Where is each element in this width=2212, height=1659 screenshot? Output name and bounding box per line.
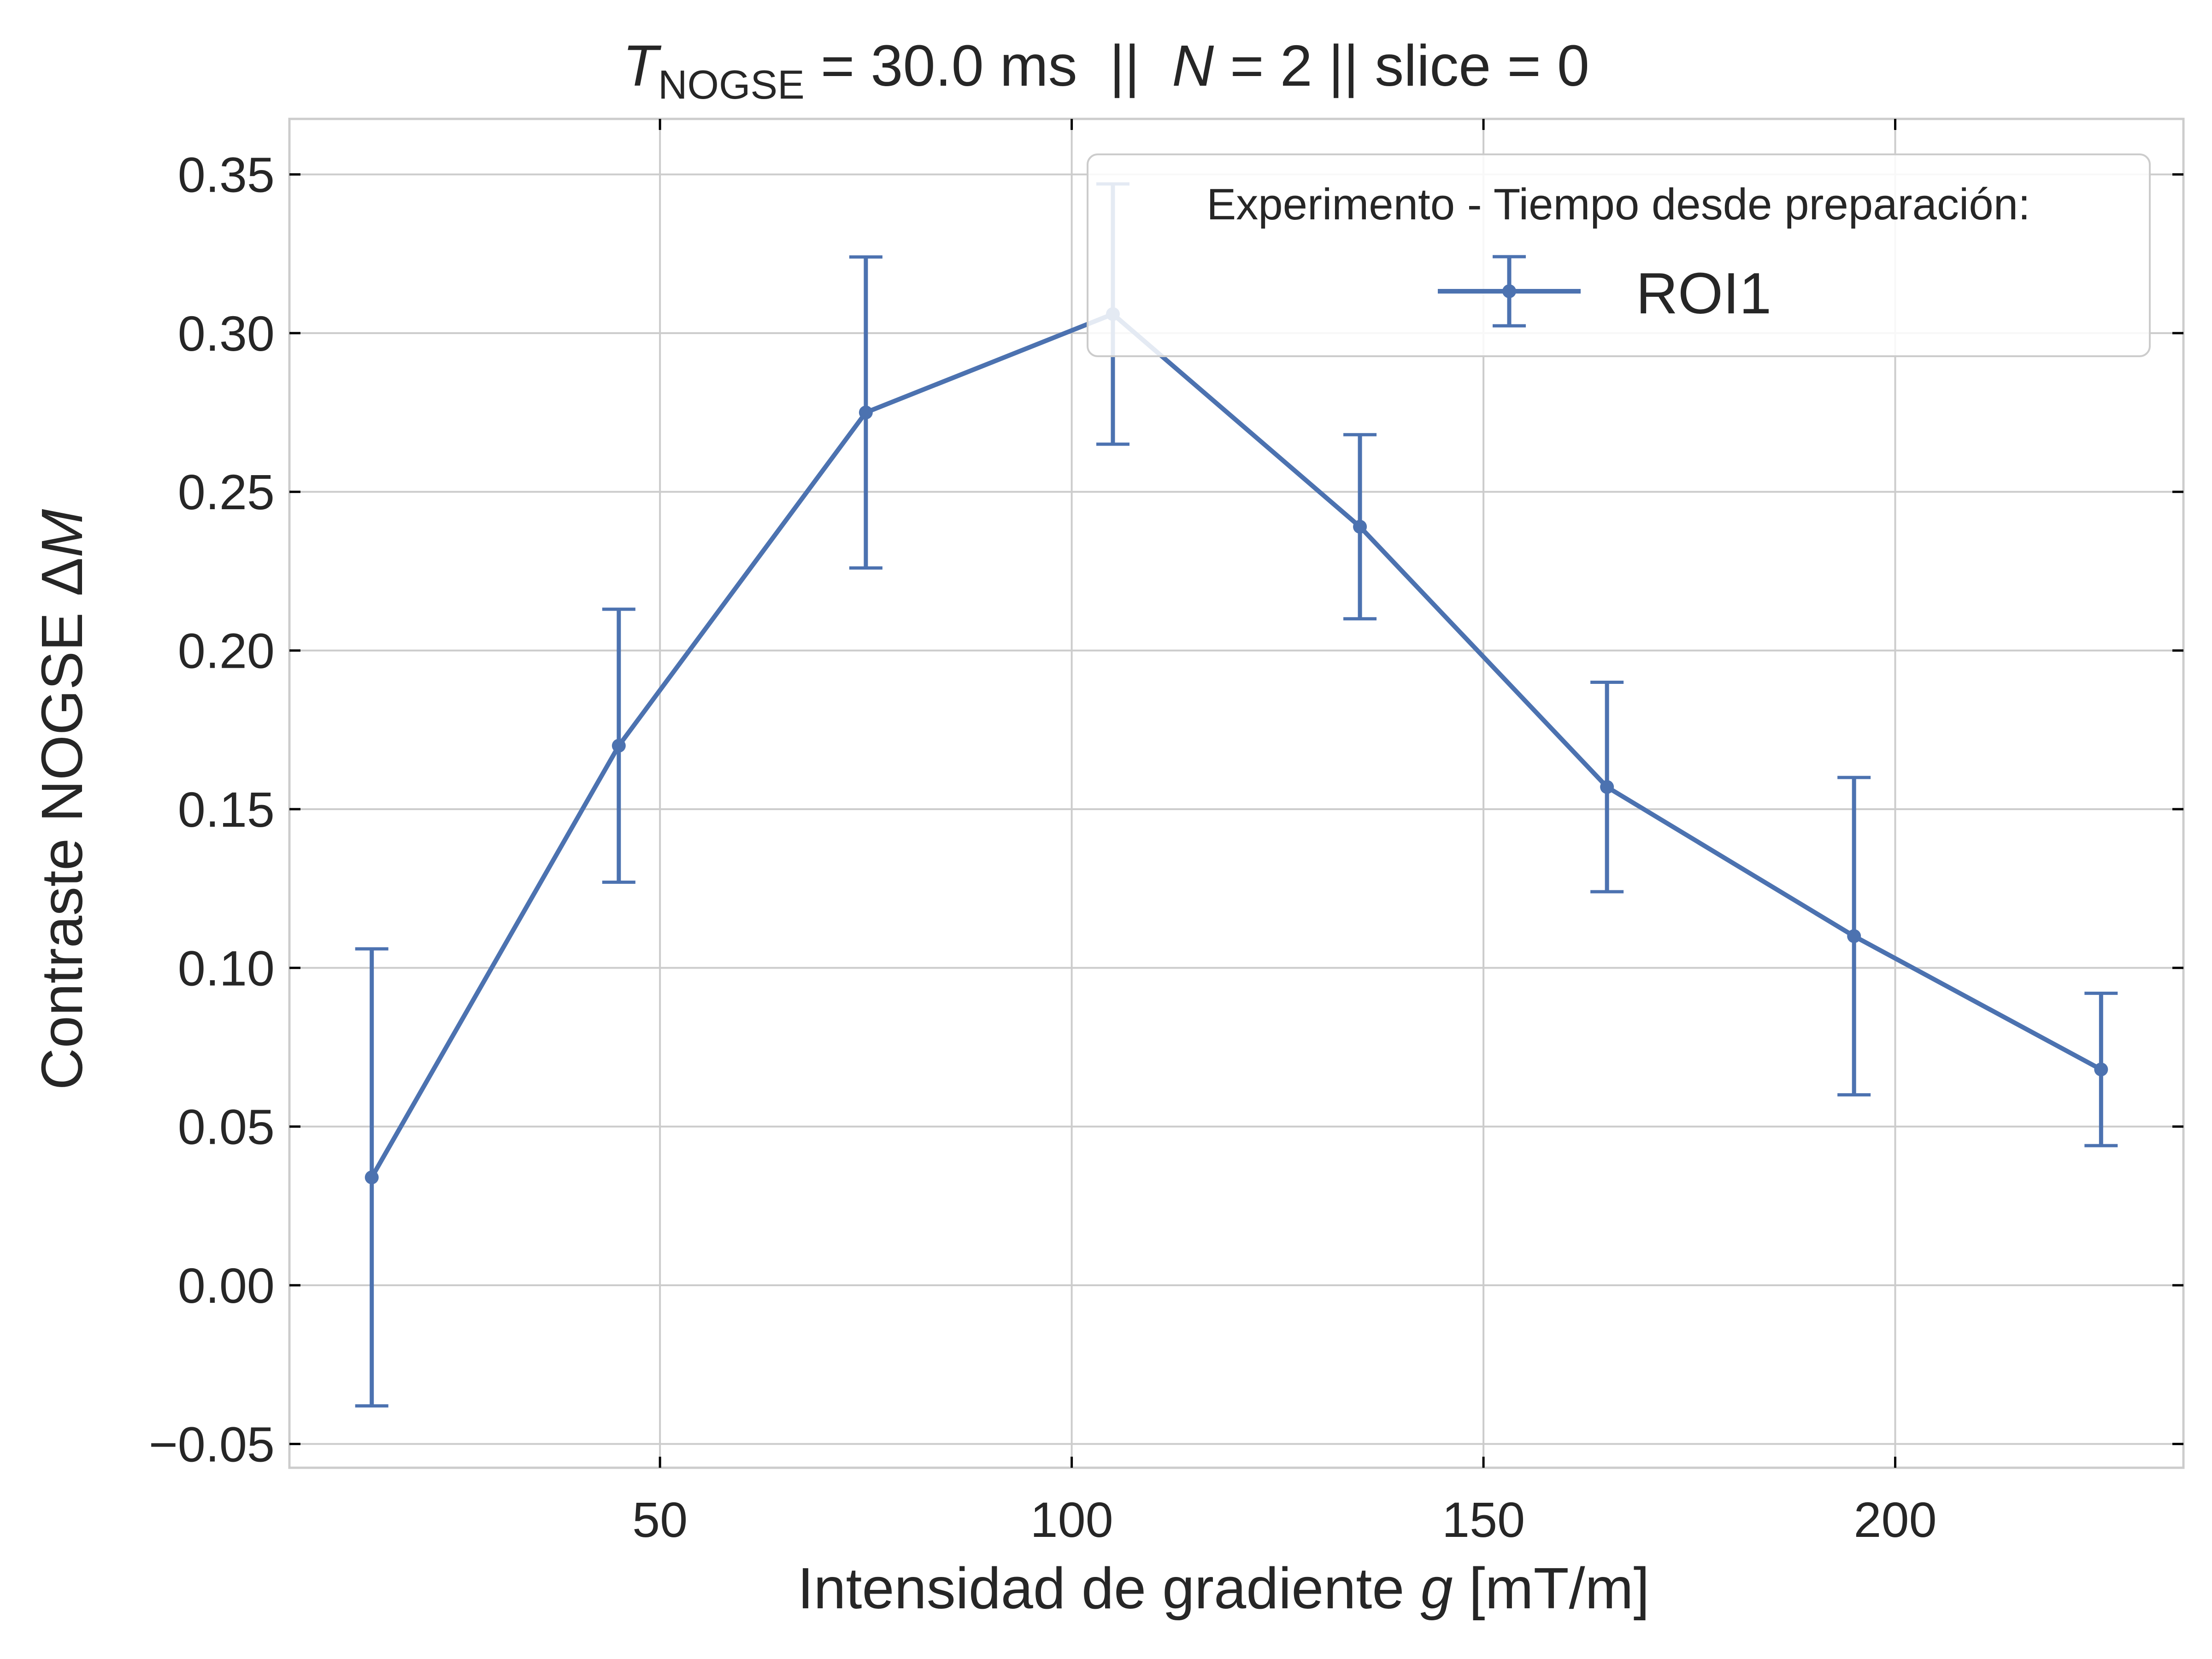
data-point: [1353, 519, 1367, 534]
y-tick-label: 0.05: [178, 1099, 275, 1155]
data-point: [2094, 1062, 2108, 1077]
y-tick-label: 0.15: [178, 782, 275, 837]
y-axis-label-italic: M: [29, 509, 94, 558]
x-axis-label-suffix: [mT/m]: [1453, 1556, 1650, 1621]
data-point: [365, 1170, 379, 1184]
data-point: [1847, 929, 1861, 943]
series-line-roi1: [370, 312, 2102, 1179]
y-tick-label: 0.10: [178, 940, 275, 996]
plot-frame: [288, 118, 2185, 1469]
y-tick-label: 0.30: [178, 306, 275, 361]
series-layer: [355, 182, 2118, 1408]
title-part-1: = 30.0 ms ||: [805, 33, 1172, 98]
y-axis-label-text: Contraste NOGSE Δ: [29, 558, 94, 1090]
x-tick-label: 50: [632, 1492, 688, 1547]
y-tick-label: 0.35: [178, 147, 275, 203]
title-subscript: NOGSE: [658, 62, 805, 107]
y-tick-label: 0.25: [178, 464, 275, 520]
title-symbol: T: [623, 33, 662, 98]
legend-title: Experimento - Tiempo desde preparación:: [1206, 180, 2030, 229]
legend-handle-marker: [1502, 284, 1516, 298]
x-axis-label-text: Intensidad de gradiente: [797, 1556, 1420, 1621]
tick-layer: 50 100 150 200 −0.05 0.00 0.05 0.10 0.15 0.20 0.25…: [149, 119, 2183, 1547]
x-axis-label: Intensidad de gradiente g [mT/m]: [797, 1556, 1649, 1621]
y-tick-label: −0.05: [149, 1416, 275, 1472]
y-axis-label: Contraste NOGSE ΔM: [29, 509, 94, 1090]
legend-box: [1087, 153, 2151, 357]
x-tick-label: 100: [1030, 1492, 1113, 1547]
data-point: [859, 406, 873, 420]
title-italic-n: N: [1172, 33, 1214, 98]
title-part-2: = 2 || slice = 0: [1214, 33, 1589, 98]
legend: Experimento - Tiempo desde preparación: …: [1087, 153, 2151, 357]
x-axis-label-italic: g: [1421, 1556, 1453, 1621]
chart-title: TNOGSE = 30.0 ms || N = 2 || slice = 0: [623, 33, 1589, 107]
y-tick-label: 0.00: [178, 1258, 275, 1313]
legend-label-roi1: ROI1: [1636, 261, 1771, 326]
data-point: [612, 739, 626, 753]
x-tick-label: 150: [1442, 1492, 1525, 1547]
x-tick-label: 200: [1853, 1492, 1936, 1547]
legend-handle-roi1: [1438, 255, 1581, 328]
data-point: [1600, 780, 1614, 794]
y-tick-label: 0.20: [178, 623, 275, 679]
